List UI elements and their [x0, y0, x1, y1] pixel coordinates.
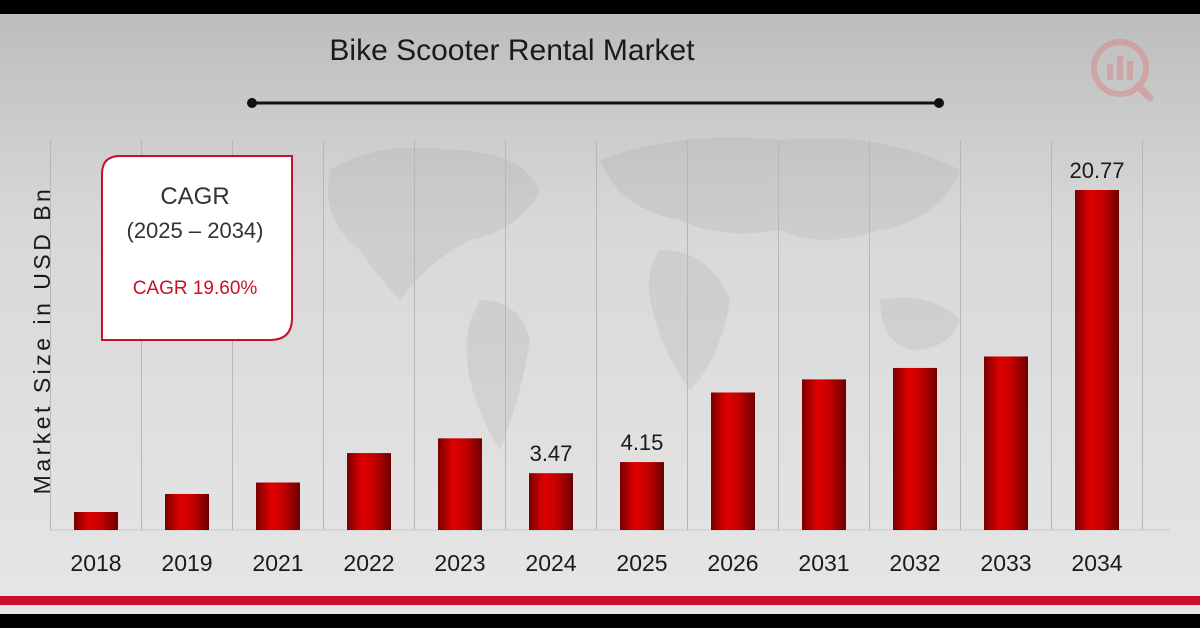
- bar-2023: [438, 438, 482, 530]
- x-tick-label-2033: 2033: [980, 550, 1031, 576]
- bar-2024: [529, 473, 573, 530]
- cagr-heading: CAGR: [160, 183, 229, 210]
- bottom-accent-bar: [0, 596, 1200, 605]
- x-tick-label-2022: 2022: [343, 550, 394, 576]
- x-axis-tick-labels: 2018 2019 2021 2022 2023 2024 2025 2026 2031 2032…: [70, 550, 1122, 576]
- bar-value-labels: 3.47 4.15 20.77: [530, 158, 1125, 466]
- bar-series: [74, 190, 1119, 530]
- x-tick-label-2021: 2021: [252, 550, 303, 576]
- y-axis-label: Market Size in USD Bn: [29, 186, 55, 495]
- bar-2033: [984, 356, 1028, 530]
- x-tick-label-2019: 2019: [161, 550, 212, 576]
- data-label-2025: 4.15: [621, 430, 664, 455]
- data-label-2024: 3.47: [530, 441, 573, 466]
- bar-2022: [347, 453, 391, 530]
- market-research-logo-icon: [1091, 39, 1154, 102]
- x-tick-label-2032: 2032: [889, 550, 940, 576]
- bar-2032: [893, 367, 937, 530]
- chart-title: Bike Scooter Rental Market: [329, 34, 695, 67]
- x-tick-label-2018: 2018: [70, 550, 121, 576]
- bar-2025: [620, 462, 664, 530]
- x-tick-label-2034: 2034: [1071, 550, 1122, 576]
- bar-2031: [802, 379, 846, 530]
- bar-2034: [1075, 190, 1119, 530]
- bar-2019: [165, 493, 209, 530]
- x-tick-label-2024: 2024: [525, 550, 576, 576]
- data-label-2034: 20.77: [1069, 158, 1124, 183]
- cagr-value: CAGR 19.60%: [133, 278, 258, 299]
- x-tick-label-2023: 2023: [434, 550, 485, 576]
- bar-2018: [74, 511, 118, 530]
- x-tick-label-2026: 2026: [707, 550, 758, 576]
- cagr-callout: CAGR (2025 – 2034) CAGR 19.60%: [101, 155, 293, 341]
- bar-2026: [711, 392, 755, 530]
- title-underline: [247, 98, 944, 108]
- bar-2021: [256, 482, 300, 530]
- x-tick-label-2031: 2031: [798, 550, 849, 576]
- cagr-period: (2025 – 2034): [127, 218, 264, 243]
- x-tick-label-2025: 2025: [616, 550, 667, 576]
